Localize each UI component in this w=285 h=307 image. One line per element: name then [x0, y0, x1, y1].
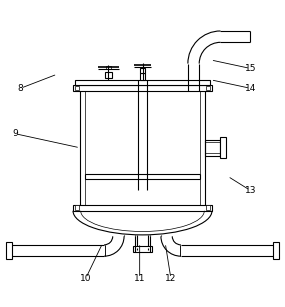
Bar — [133, 246, 152, 252]
Bar — [205, 140, 221, 156]
Bar — [105, 72, 112, 78]
Bar — [273, 242, 279, 259]
Text: 15: 15 — [245, 64, 256, 73]
Bar — [75, 205, 79, 210]
Bar — [75, 80, 210, 85]
Text: 12: 12 — [165, 274, 176, 283]
Text: 11: 11 — [134, 274, 145, 283]
Bar — [106, 66, 111, 69]
Text: 10: 10 — [80, 274, 91, 283]
Bar — [73, 85, 212, 91]
Bar — [140, 73, 145, 80]
Text: 9: 9 — [12, 129, 18, 138]
Bar — [206, 86, 210, 90]
Text: 14: 14 — [245, 84, 256, 93]
Bar — [6, 242, 12, 259]
Bar — [75, 86, 79, 90]
Text: 13: 13 — [245, 186, 256, 195]
Bar — [140, 68, 145, 73]
Bar — [221, 137, 226, 158]
Bar — [73, 204, 212, 211]
Text: 8: 8 — [18, 84, 23, 93]
Bar — [206, 205, 210, 210]
